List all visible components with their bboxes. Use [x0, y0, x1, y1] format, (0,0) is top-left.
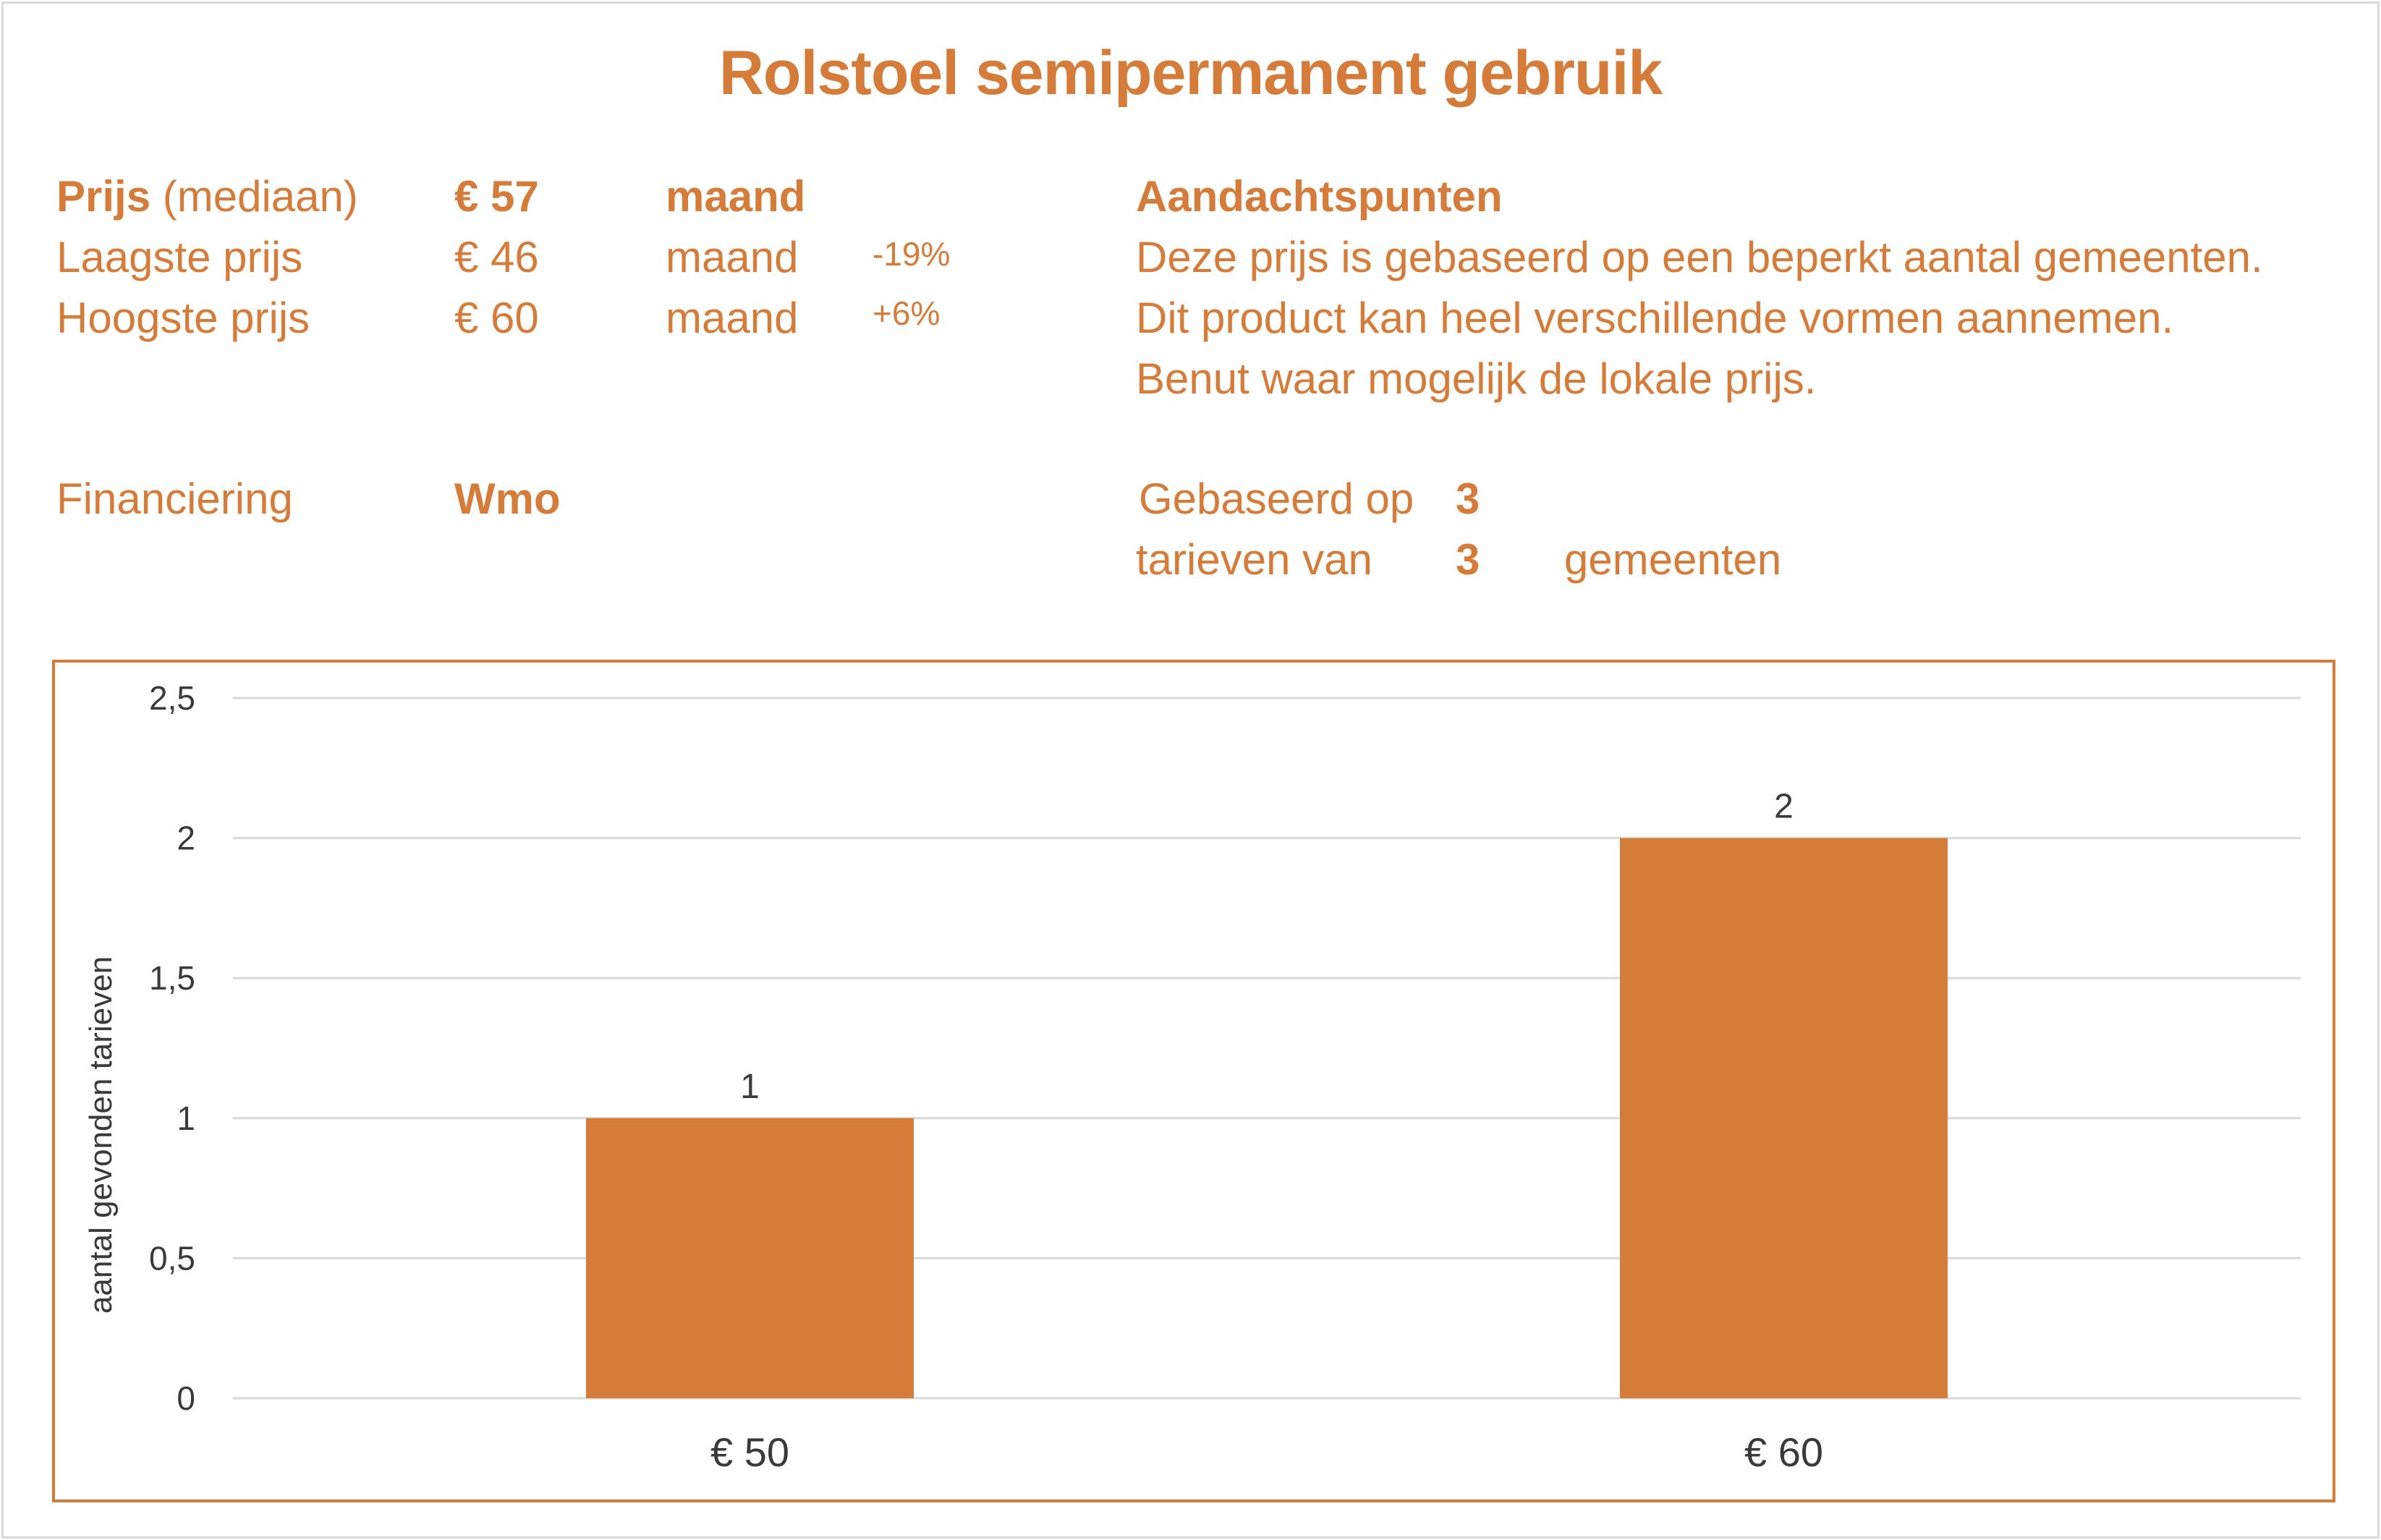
y-tick-label: 0	[177, 1379, 195, 1417]
lowest-price-value: € 46	[454, 233, 539, 281]
notes-line: Dit product kan heel verschillende vorme…	[1136, 294, 2174, 342]
highest-price-label: Hoogste prijs	[56, 294, 310, 342]
lowest-price-label: Laagste prijs	[56, 233, 303, 281]
basis-line2: tarieven van	[1136, 535, 1372, 584]
basis-count1: 3	[1456, 475, 1480, 523]
median-price-value: € 57	[454, 172, 539, 221]
page-title: Rolstoel semipermanent gebruik	[718, 38, 1663, 108]
highest-price-value: € 60	[454, 294, 539, 342]
highest-price-unit: maand	[666, 294, 799, 342]
y-tick-label: 1,5	[149, 959, 195, 997]
x-tick-label: € 50	[710, 1429, 789, 1475]
y-tick-label: 0,5	[149, 1239, 195, 1277]
notes-line: Benut waar mogelijk de lokale prijs.	[1136, 354, 1817, 403]
y-tick-label: 2,5	[149, 679, 195, 717]
y-tick-label: 1	[177, 1099, 195, 1137]
lowest-price-unit: maand	[666, 233, 799, 281]
lowest-price-delta: -19%	[873, 235, 951, 273]
bar	[586, 1118, 914, 1398]
bar	[1620, 838, 1948, 1398]
basis-count2: 3	[1456, 535, 1480, 584]
y-tick-label: 2	[177, 820, 195, 857]
chart-frame	[52, 660, 2335, 1502]
median-price-unit: maand	[666, 172, 806, 221]
median-price-label-bold: Prijs	[56, 172, 151, 221]
notes-line: Deze prijs is gebaseerd op een beperkt a…	[1136, 233, 2263, 281]
x-tick-label: € 60	[1744, 1429, 1823, 1475]
notes-heading: Aandachtspunten	[1136, 172, 1503, 221]
basis-suffix: gemeenten	[1564, 535, 1782, 584]
financing-value: Wmo	[454, 475, 561, 523]
highest-price-delta: +6%	[873, 294, 941, 332]
median-price-label: Prijs (mediaan)	[56, 175, 358, 218]
y-axis-label: aantal gevonden tarieven	[83, 956, 119, 1314]
basis-line1: Gebaseerd op	[1139, 475, 1414, 523]
data-label: 2	[1774, 788, 1794, 826]
median-price-label-rest: (mediaan)	[162, 172, 358, 221]
financing-label: Financiering	[56, 475, 293, 523]
data-label: 1	[740, 1068, 760, 1106]
